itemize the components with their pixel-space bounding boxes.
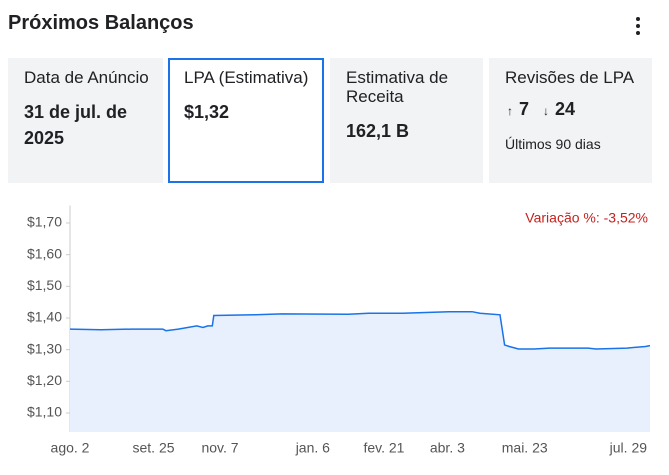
x-tick-label: set. 25 [133,440,175,456]
card-label: Revisões de LPA [505,68,635,87]
card[interactable]: Revisões de LPA ↑ 7 ↓ 24 Últimos 90 dias [489,58,652,183]
y-tick-label: $1,70 [27,214,62,230]
card[interactable]: LPA (Estimativa) $1,32 [168,58,324,183]
card[interactable]: Estimativa de Receita 162,1 B [330,58,483,183]
down-count: 24 [555,99,576,119]
x-tick-label: abr. 3 [430,440,465,456]
line [69,310,651,350]
area [70,311,650,432]
x-tick-label: nov. 7 [201,440,238,456]
x-tick-label: jul. 29 [609,440,648,456]
x-tick-label: mai. 23 [502,440,548,456]
y-tick-label: $1,20 [27,372,62,388]
revisions: ↑ 7 ↓ 24 [507,99,576,119]
x-tick-label: fev. 21 [363,440,404,456]
change-annotation: Variação %: -3,52% [525,210,648,226]
y-tick-label: $1,40 [27,309,62,325]
card-note: Últimos 90 dias [505,136,601,152]
x-tick-label: ago. 2 [51,440,90,456]
y-tick-label: $1,30 [27,340,62,356]
x-tick-label: jan. 6 [295,440,330,456]
card-value: 31 de jul. de 2025 [24,102,128,148]
card-label: Estimativa de Receita [346,68,449,106]
chart: Variação %: -3,52% $1,10 $1,20 $1,30 $1,40 $… [27,205,651,456]
card-value: $1,32 [184,102,230,122]
card-label: Data de Anúncio [24,68,149,87]
menu-button[interactable] [630,14,646,38]
y-tick-label: $1,50 [27,277,62,293]
y-tick-label: $1,10 [27,404,62,420]
y-tick-label: $1,60 [27,245,62,261]
card-label: LPA (Estimativa) [184,68,309,87]
title: Próximos Balanços [8,12,194,34]
up-count: 7 [519,99,530,119]
card[interactable]: Data de Anúncio 31 de jul. de 2025 [8,58,163,183]
card-value: 162,1 B [346,121,410,141]
